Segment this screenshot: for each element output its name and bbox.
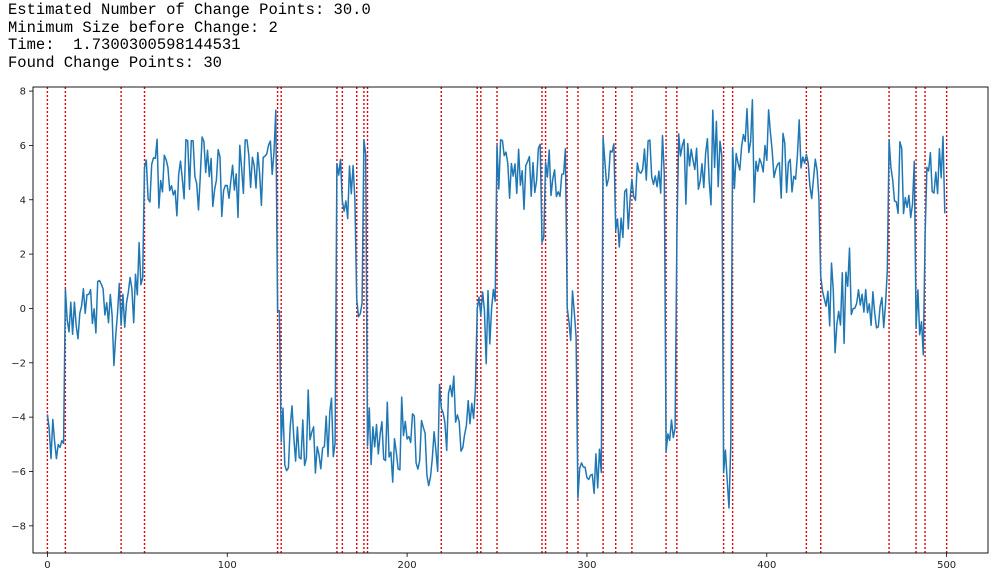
- y-tick-label-8: 8: [20, 87, 26, 98]
- y-tick-label-0: 0: [20, 304, 26, 315]
- found-change-points-text: Found Change Points: 30: [8, 53, 222, 72]
- time-text: Time: 1.7300300598144531: [8, 36, 241, 54]
- y-tick-label-4: 4: [20, 195, 26, 206]
- x-tick-label-200: 200: [398, 560, 417, 571]
- y-tick-label-2: 2: [20, 250, 26, 261]
- series-line: [46, 99, 946, 509]
- y-tick-label--4: −4: [11, 413, 26, 424]
- x-tick-label-400: 400: [757, 560, 776, 571]
- x-tick-label-100: 100: [218, 560, 237, 571]
- y-tick-label--8: −8: [11, 521, 26, 532]
- y-tick-label--6: −6: [11, 467, 26, 478]
- cell-output-text: Estimated Number of Change Points: 30.0 …: [8, 1, 371, 72]
- x-tick-label-500: 500: [937, 560, 956, 571]
- x-tick-label-0: 0: [44, 560, 50, 571]
- minimum-size-text: Minimum Size before Change: 2: [8, 18, 278, 37]
- y-tick-label--2: −2: [11, 358, 26, 369]
- estimated-change-points-text: Estimated Number of Change Points: 30.0: [8, 1, 371, 19]
- y-tick-label-6: 6: [20, 141, 26, 152]
- axes-frame: [32, 86, 989, 554]
- x-tick-label-300: 300: [577, 560, 596, 571]
